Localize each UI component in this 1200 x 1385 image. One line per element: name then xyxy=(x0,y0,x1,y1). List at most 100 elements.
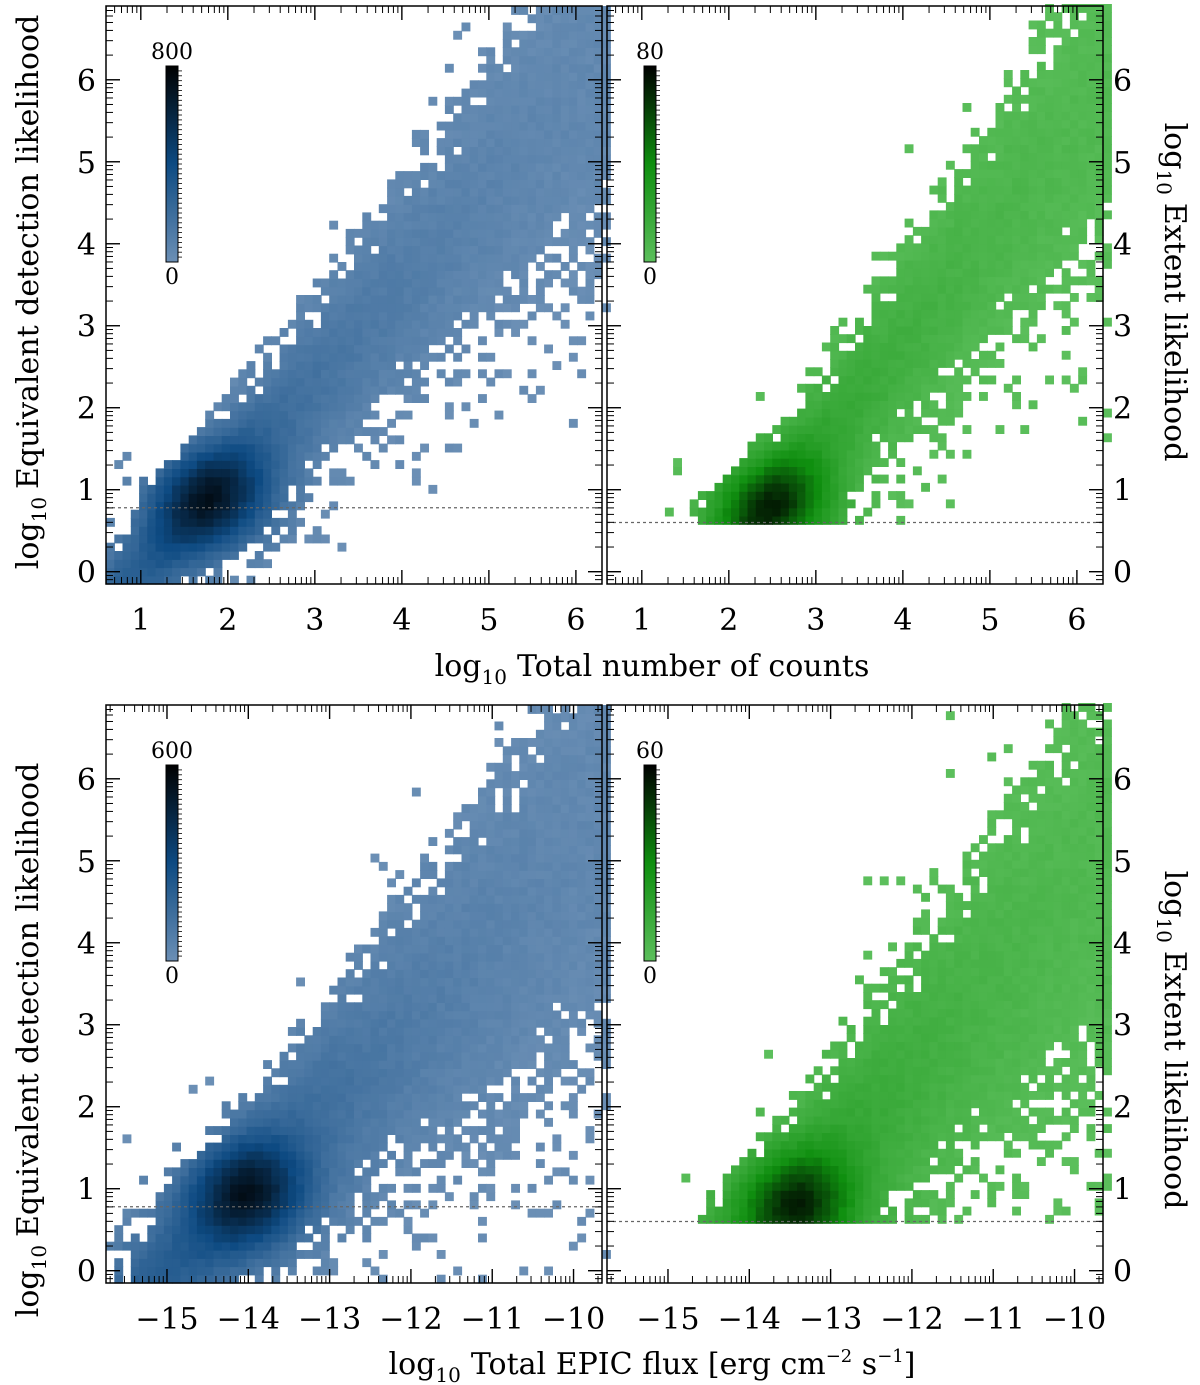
heatmap-cell xyxy=(461,1109,471,1119)
heatmap-cell xyxy=(254,1200,264,1210)
heatmap-cell xyxy=(527,96,537,106)
heatmap-cell xyxy=(188,451,198,461)
heatmap-cell xyxy=(1028,243,1038,253)
heatmap-cell xyxy=(205,1200,215,1210)
heatmap-cell xyxy=(995,160,1005,170)
heatmap-cell xyxy=(494,1109,504,1119)
heatmap-cell xyxy=(838,400,848,410)
heatmap-cell xyxy=(354,262,363,271)
heatmap-cell xyxy=(345,328,355,337)
heatmap-cell xyxy=(706,499,716,509)
heatmap-cell xyxy=(296,1117,305,1127)
heatmap-cell xyxy=(519,55,529,65)
heatmap-cell xyxy=(502,1134,512,1144)
heatmap-cell xyxy=(1045,193,1054,203)
heatmap-cell xyxy=(378,204,388,214)
heatmap-cell xyxy=(585,911,595,921)
heatmap-cell xyxy=(345,1167,355,1177)
heatmap-cell xyxy=(970,169,980,178)
heatmap-cell xyxy=(511,1183,520,1193)
heatmap-cell xyxy=(354,377,363,387)
heatmap-cell xyxy=(519,961,529,970)
heatmap-cell xyxy=(527,779,537,789)
heatmap-cell xyxy=(461,1126,471,1135)
heatmap-cell xyxy=(527,853,537,863)
heatmap-cell xyxy=(544,845,553,855)
heatmap-cell xyxy=(387,286,396,296)
heatmap-cell xyxy=(428,1101,438,1111)
heatmap-cell xyxy=(486,278,496,288)
heatmap-cell xyxy=(320,1225,330,1235)
heatmap-cell xyxy=(1012,86,1021,96)
heatmap-cell xyxy=(830,342,840,352)
heatmap-cell xyxy=(995,259,1005,269)
heatmap-cell xyxy=(519,1101,529,1111)
heatmap-cell xyxy=(568,787,578,797)
heatmap-cell xyxy=(345,410,355,420)
heatmap-cell xyxy=(1053,301,1063,311)
heatmap-cell xyxy=(552,927,562,937)
heatmap-cell xyxy=(568,1109,578,1119)
heatmap-cell xyxy=(362,1002,372,1012)
heatmap-cell xyxy=(172,1183,181,1193)
heatmap-cell xyxy=(254,1175,264,1185)
heatmap-cell xyxy=(345,977,355,987)
heatmap-cell xyxy=(511,1101,520,1111)
heatmap-cell xyxy=(403,1035,413,1045)
heatmap-cell xyxy=(1045,111,1054,121)
heatmap-cell xyxy=(739,458,749,467)
heatmap-cell xyxy=(469,845,479,855)
heatmap-cell xyxy=(486,88,496,98)
heatmap-cell xyxy=(527,72,537,81)
heatmap-cell xyxy=(370,352,380,362)
heatmap-cell xyxy=(221,1241,231,1251)
heatmap-cell xyxy=(444,886,454,896)
heatmap-cell xyxy=(954,383,964,393)
heatmap-cell xyxy=(954,350,964,360)
heatmap-cell xyxy=(954,210,964,220)
heatmap-cell xyxy=(1061,144,1071,154)
heatmap-cell xyxy=(279,1101,289,1111)
heatmap-cell xyxy=(560,30,570,40)
heatmap-cell xyxy=(444,105,454,114)
heatmap-cell xyxy=(747,474,757,484)
heatmap-cell xyxy=(362,1109,372,1119)
heatmap-cell xyxy=(1045,160,1054,170)
heatmap-cell xyxy=(296,410,305,420)
x-tick-label: 1 xyxy=(632,603,651,638)
heatmap-cell xyxy=(1078,94,1088,104)
heatmap-cell xyxy=(387,295,396,304)
heatmap-cell xyxy=(585,985,595,995)
heatmap-cell xyxy=(979,226,988,236)
heatmap-cell xyxy=(535,1142,545,1152)
heatmap-cell xyxy=(428,96,438,106)
heatmap-cell xyxy=(552,171,562,180)
heatmap-cell xyxy=(1003,111,1013,121)
heatmap-cell xyxy=(263,1084,272,1094)
heatmap-cell xyxy=(577,762,587,772)
heatmap-cell xyxy=(444,1192,454,1202)
heatmap-cell xyxy=(453,212,463,222)
heatmap-cell xyxy=(560,713,570,723)
heatmap-cell xyxy=(764,441,773,451)
heatmap-cell xyxy=(593,80,603,90)
heatmap-cell xyxy=(246,369,256,379)
heatmap-cell xyxy=(879,350,889,360)
heatmap-cell xyxy=(1103,259,1112,269)
heatmap-cell xyxy=(772,466,782,476)
heatmap-cell xyxy=(263,1142,272,1152)
heatmap-cell xyxy=(155,575,165,585)
heatmap-cell xyxy=(411,1051,421,1061)
heatmap-cell xyxy=(544,1010,553,1020)
heatmap-cell xyxy=(337,1109,347,1119)
heatmap-cell xyxy=(486,795,496,805)
heatmap-cell xyxy=(568,253,578,263)
heatmap-cell xyxy=(230,468,239,478)
heatmap-cell xyxy=(912,416,922,426)
heatmap-cell xyxy=(196,476,206,486)
heatmap-cell xyxy=(420,1134,429,1144)
heatmap-cell xyxy=(395,1101,405,1111)
heatmap-cell xyxy=(312,1241,322,1251)
heatmap-cell xyxy=(320,1117,330,1127)
heatmap-cell xyxy=(478,820,487,830)
